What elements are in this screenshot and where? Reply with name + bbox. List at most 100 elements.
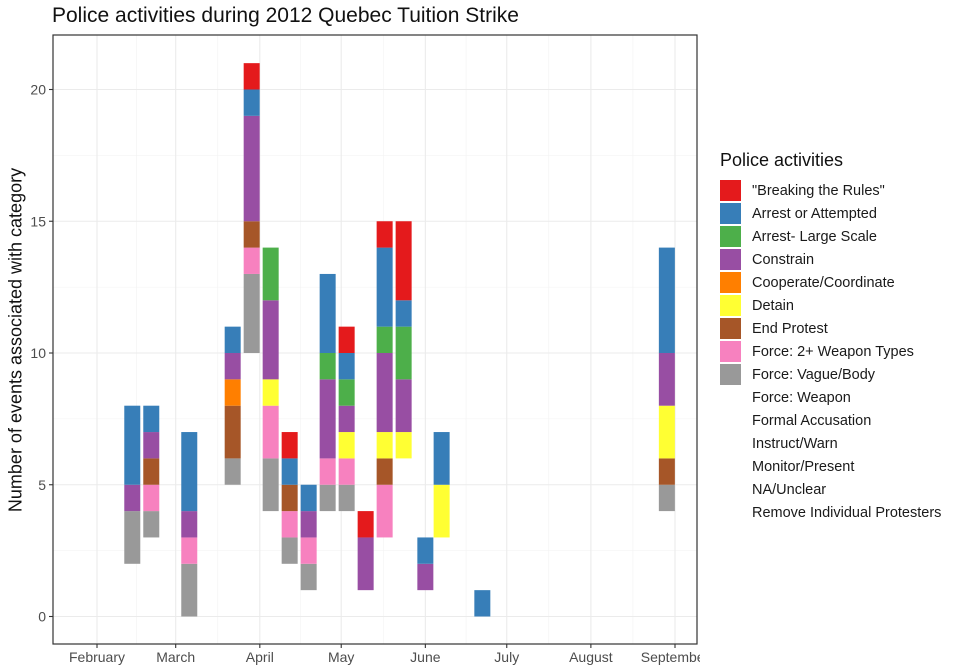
x-tick-label: August bbox=[569, 649, 613, 665]
bar-segment bbox=[376, 221, 393, 248]
bar-segment bbox=[224, 326, 241, 353]
legend-swatch bbox=[720, 180, 741, 201]
bar-segment bbox=[658, 405, 675, 459]
legend-swatch bbox=[720, 272, 741, 293]
bar-segment bbox=[658, 247, 675, 353]
legend-item: "Breaking the Rules" bbox=[720, 179, 941, 202]
bar-segment bbox=[124, 405, 141, 485]
legend-label: Force: Weapon bbox=[752, 389, 851, 406]
bar-segment bbox=[338, 326, 355, 353]
bar-segment bbox=[281, 537, 298, 564]
bar-segment bbox=[243, 247, 260, 274]
bar-segment bbox=[338, 484, 355, 512]
legend-item: Constrain bbox=[720, 248, 941, 271]
legend-label: Monitor/Present bbox=[752, 458, 855, 475]
legend-item: NA/Unclear bbox=[720, 478, 941, 501]
bar-segment bbox=[300, 511, 317, 538]
legend-item: Remove Individual Protesters bbox=[720, 501, 941, 524]
legend-item: Force: 2+ Weapon Types bbox=[720, 340, 941, 363]
bar-segment bbox=[319, 353, 336, 380]
bar-segment bbox=[376, 458, 393, 485]
legend-swatch bbox=[720, 433, 741, 454]
bar-segment bbox=[243, 273, 260, 353]
legend-item: Force: Weapon bbox=[720, 386, 941, 409]
bar-segment bbox=[262, 379, 279, 406]
x-tick-label: March bbox=[156, 649, 195, 665]
legend-swatch bbox=[720, 249, 741, 270]
bar-segment bbox=[281, 458, 298, 485]
legend-swatch bbox=[720, 387, 741, 408]
bar-segment bbox=[281, 484, 298, 512]
plot-panel bbox=[53, 35, 697, 644]
bar-segment bbox=[395, 432, 412, 459]
bar-segment bbox=[262, 405, 279, 459]
legend-label: Cooperate/Coordinate bbox=[752, 274, 895, 291]
legend-label: Remove Individual Protesters bbox=[752, 504, 942, 521]
bar-segment bbox=[224, 458, 241, 485]
y-tick-label: 0 bbox=[38, 609, 46, 625]
legend-swatch bbox=[720, 341, 741, 362]
legend-item: Instruct/Warn bbox=[720, 432, 941, 455]
bar-segment bbox=[338, 353, 355, 380]
legend-label: Instruct/Warn bbox=[752, 435, 838, 452]
bar-segment bbox=[143, 484, 160, 512]
bar-segment bbox=[143, 458, 160, 485]
y-tick-label: 20 bbox=[30, 82, 46, 98]
bar-segment bbox=[395, 326, 412, 380]
x-tick-label: February bbox=[69, 649, 125, 665]
legend-swatch bbox=[720, 295, 741, 316]
legend-label: Formal Accusation bbox=[752, 412, 872, 429]
bar-segment bbox=[395, 379, 412, 433]
x-tick-label: June bbox=[410, 649, 441, 665]
legend-swatch bbox=[720, 318, 741, 339]
legend-item: Arrest or Attempted bbox=[720, 202, 941, 225]
bar-segment bbox=[243, 221, 260, 248]
bar-segment bbox=[376, 247, 393, 327]
legend-swatch bbox=[720, 456, 741, 477]
bar-segment bbox=[281, 432, 298, 459]
bar-segment bbox=[124, 484, 141, 512]
y-tick-label: 15 bbox=[30, 213, 46, 229]
legend-item: Force: Vague/Body bbox=[720, 363, 941, 386]
bar-segment bbox=[124, 511, 141, 564]
plot-area: 0 5 10 15 20 February March April May June July Aug… bbox=[30, 34, 700, 665]
legend-label: Force: 2+ Weapon Types bbox=[752, 343, 914, 360]
plot-border bbox=[52, 34, 698, 645]
bar-segment bbox=[300, 484, 317, 512]
bar-segment bbox=[224, 353, 241, 380]
x-tick-label: May bbox=[328, 649, 354, 665]
legend-label: "Breaking the Rules" bbox=[752, 182, 885, 199]
legend-label: End Protest bbox=[752, 320, 828, 337]
bar-segment bbox=[262, 300, 279, 380]
bar-segment bbox=[338, 432, 355, 459]
legend-label: NA/Unclear bbox=[752, 481, 827, 498]
legend-items: "Breaking the Rules" Arrest or Attempted A… bbox=[720, 179, 941, 524]
bar-segment bbox=[376, 432, 393, 459]
bar-segment bbox=[433, 432, 450, 485]
bar-segment bbox=[243, 63, 260, 90]
legend-item: End Protest bbox=[720, 317, 941, 340]
legend-swatch bbox=[720, 502, 741, 523]
bar-segment bbox=[658, 484, 675, 512]
x-tick-label: September bbox=[641, 649, 700, 665]
bar-segment bbox=[417, 563, 434, 591]
y-tick-label: 5 bbox=[38, 477, 46, 493]
legend-item: Monitor/Present bbox=[720, 455, 941, 478]
legend-item: Arrest- Large Scale bbox=[720, 225, 941, 248]
bar-segment bbox=[417, 537, 434, 564]
bar-segment bbox=[181, 563, 198, 617]
bar-segment bbox=[224, 379, 241, 406]
bar-segment bbox=[300, 563, 317, 591]
x-tick-label: April bbox=[246, 649, 274, 665]
bar-segment bbox=[224, 405, 241, 459]
bar-segment bbox=[181, 511, 198, 538]
bar-segment bbox=[338, 379, 355, 406]
bar-segment bbox=[143, 432, 160, 459]
bar-segment bbox=[433, 484, 450, 538]
bar-segment bbox=[319, 273, 336, 353]
bar-segment bbox=[357, 537, 374, 591]
legend-label: Force: Vague/Body bbox=[752, 366, 876, 383]
legend-swatch bbox=[720, 364, 741, 385]
legend-title: Police activities bbox=[720, 150, 844, 170]
bar-segment bbox=[319, 484, 336, 512]
